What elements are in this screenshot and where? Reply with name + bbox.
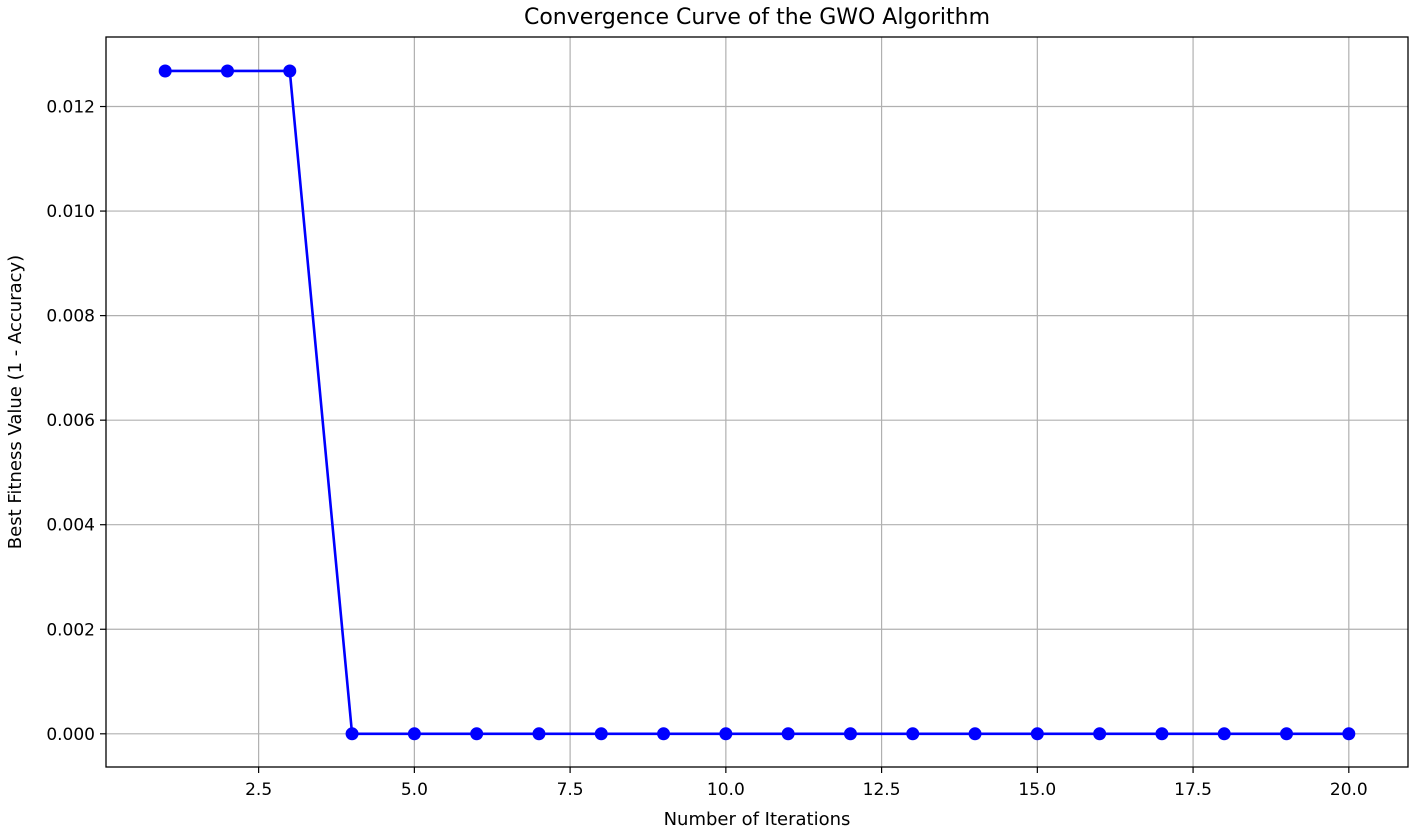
series-layer [158, 64, 1356, 741]
data-point [407, 727, 421, 741]
x-tick-label: 17.5 [1174, 780, 1212, 800]
y-tick-label: 0.008 [46, 307, 95, 327]
y-tick-label: 0.002 [46, 620, 95, 640]
x-tick-label: 15.0 [1018, 780, 1056, 800]
grid-lines [106, 37, 1408, 767]
y-axis-ticks: 0.000 0.002 0.004 0.006 0.008 0.010 0.012 [46, 98, 106, 745]
y-tick-label: 0.000 [46, 725, 95, 745]
data-point [781, 727, 795, 741]
y-axis-label: Best Fitness Value (1 - Accuracy) [5, 255, 26, 549]
x-tick-label: 10.0 [707, 780, 745, 800]
data-point [968, 727, 982, 741]
data-point [158, 64, 172, 78]
y-tick-label: 0.010 [46, 202, 95, 222]
x-tick-label: 20.0 [1330, 780, 1368, 800]
data-point [1280, 727, 1294, 741]
data-point [283, 64, 297, 78]
chart-title: Convergence Curve of the GWO Algorithm [524, 5, 990, 30]
data-point [1342, 727, 1356, 741]
data-point [1093, 727, 1107, 741]
data-point [1217, 727, 1231, 741]
x-axis-ticks: 2.5 5.0 7.5 10.0 12.5 15.0 17.5 20.0 [245, 767, 1368, 800]
data-point [719, 727, 733, 741]
data-point [843, 727, 857, 741]
data-point [220, 64, 234, 78]
y-tick-label: 0.004 [46, 516, 95, 536]
plot-frame [105, 36, 1409, 768]
x-axis-label: Number of Iterations [664, 809, 851, 829]
data-point [906, 727, 920, 741]
x-tick-label: 7.5 [557, 780, 584, 800]
data-point [345, 727, 359, 741]
data-point [594, 727, 608, 741]
data-point [1030, 727, 1044, 741]
series-line [165, 69, 1349, 736]
data-point [1155, 727, 1169, 741]
data-point [657, 727, 671, 741]
x-tick-label: 12.5 [863, 780, 901, 800]
x-tick-label: 5.0 [401, 780, 428, 800]
y-tick-label: 0.012 [46, 98, 95, 118]
y-tick-label: 0.006 [46, 411, 95, 431]
x-tick-label: 2.5 [245, 780, 272, 800]
data-point [532, 727, 546, 741]
data-point [470, 727, 484, 741]
